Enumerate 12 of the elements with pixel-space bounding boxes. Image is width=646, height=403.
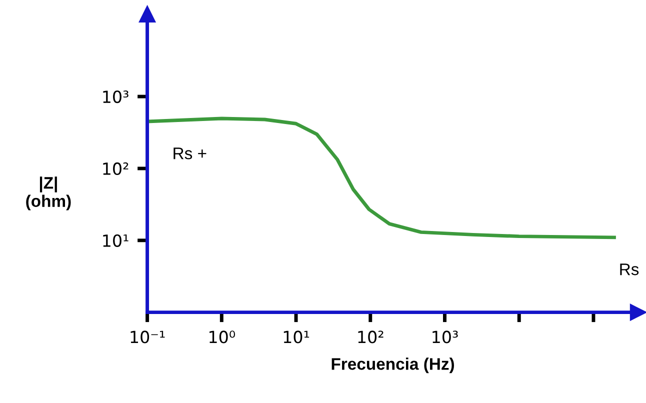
y-tick-label: 10¹ <box>103 234 128 247</box>
x-tick-label: 10² <box>358 330 384 344</box>
x-tick-label: 10³ <box>432 330 458 344</box>
x-tick-label: 10¹ <box>284 330 310 344</box>
annotation: Rs <box>620 264 639 276</box>
y-tick-label: 10³ <box>103 90 128 104</box>
y-axis-title: |Z| (ohm) <box>26 176 71 210</box>
y-tick-label: 10² <box>103 162 128 176</box>
x-tick-label: 10⁰ <box>210 330 236 344</box>
x-axis-title: Frecuencia (Hz) <box>332 358 454 374</box>
x-tick-label: 10⁻¹ <box>130 330 165 344</box>
annotation: Rs + <box>174 148 206 160</box>
